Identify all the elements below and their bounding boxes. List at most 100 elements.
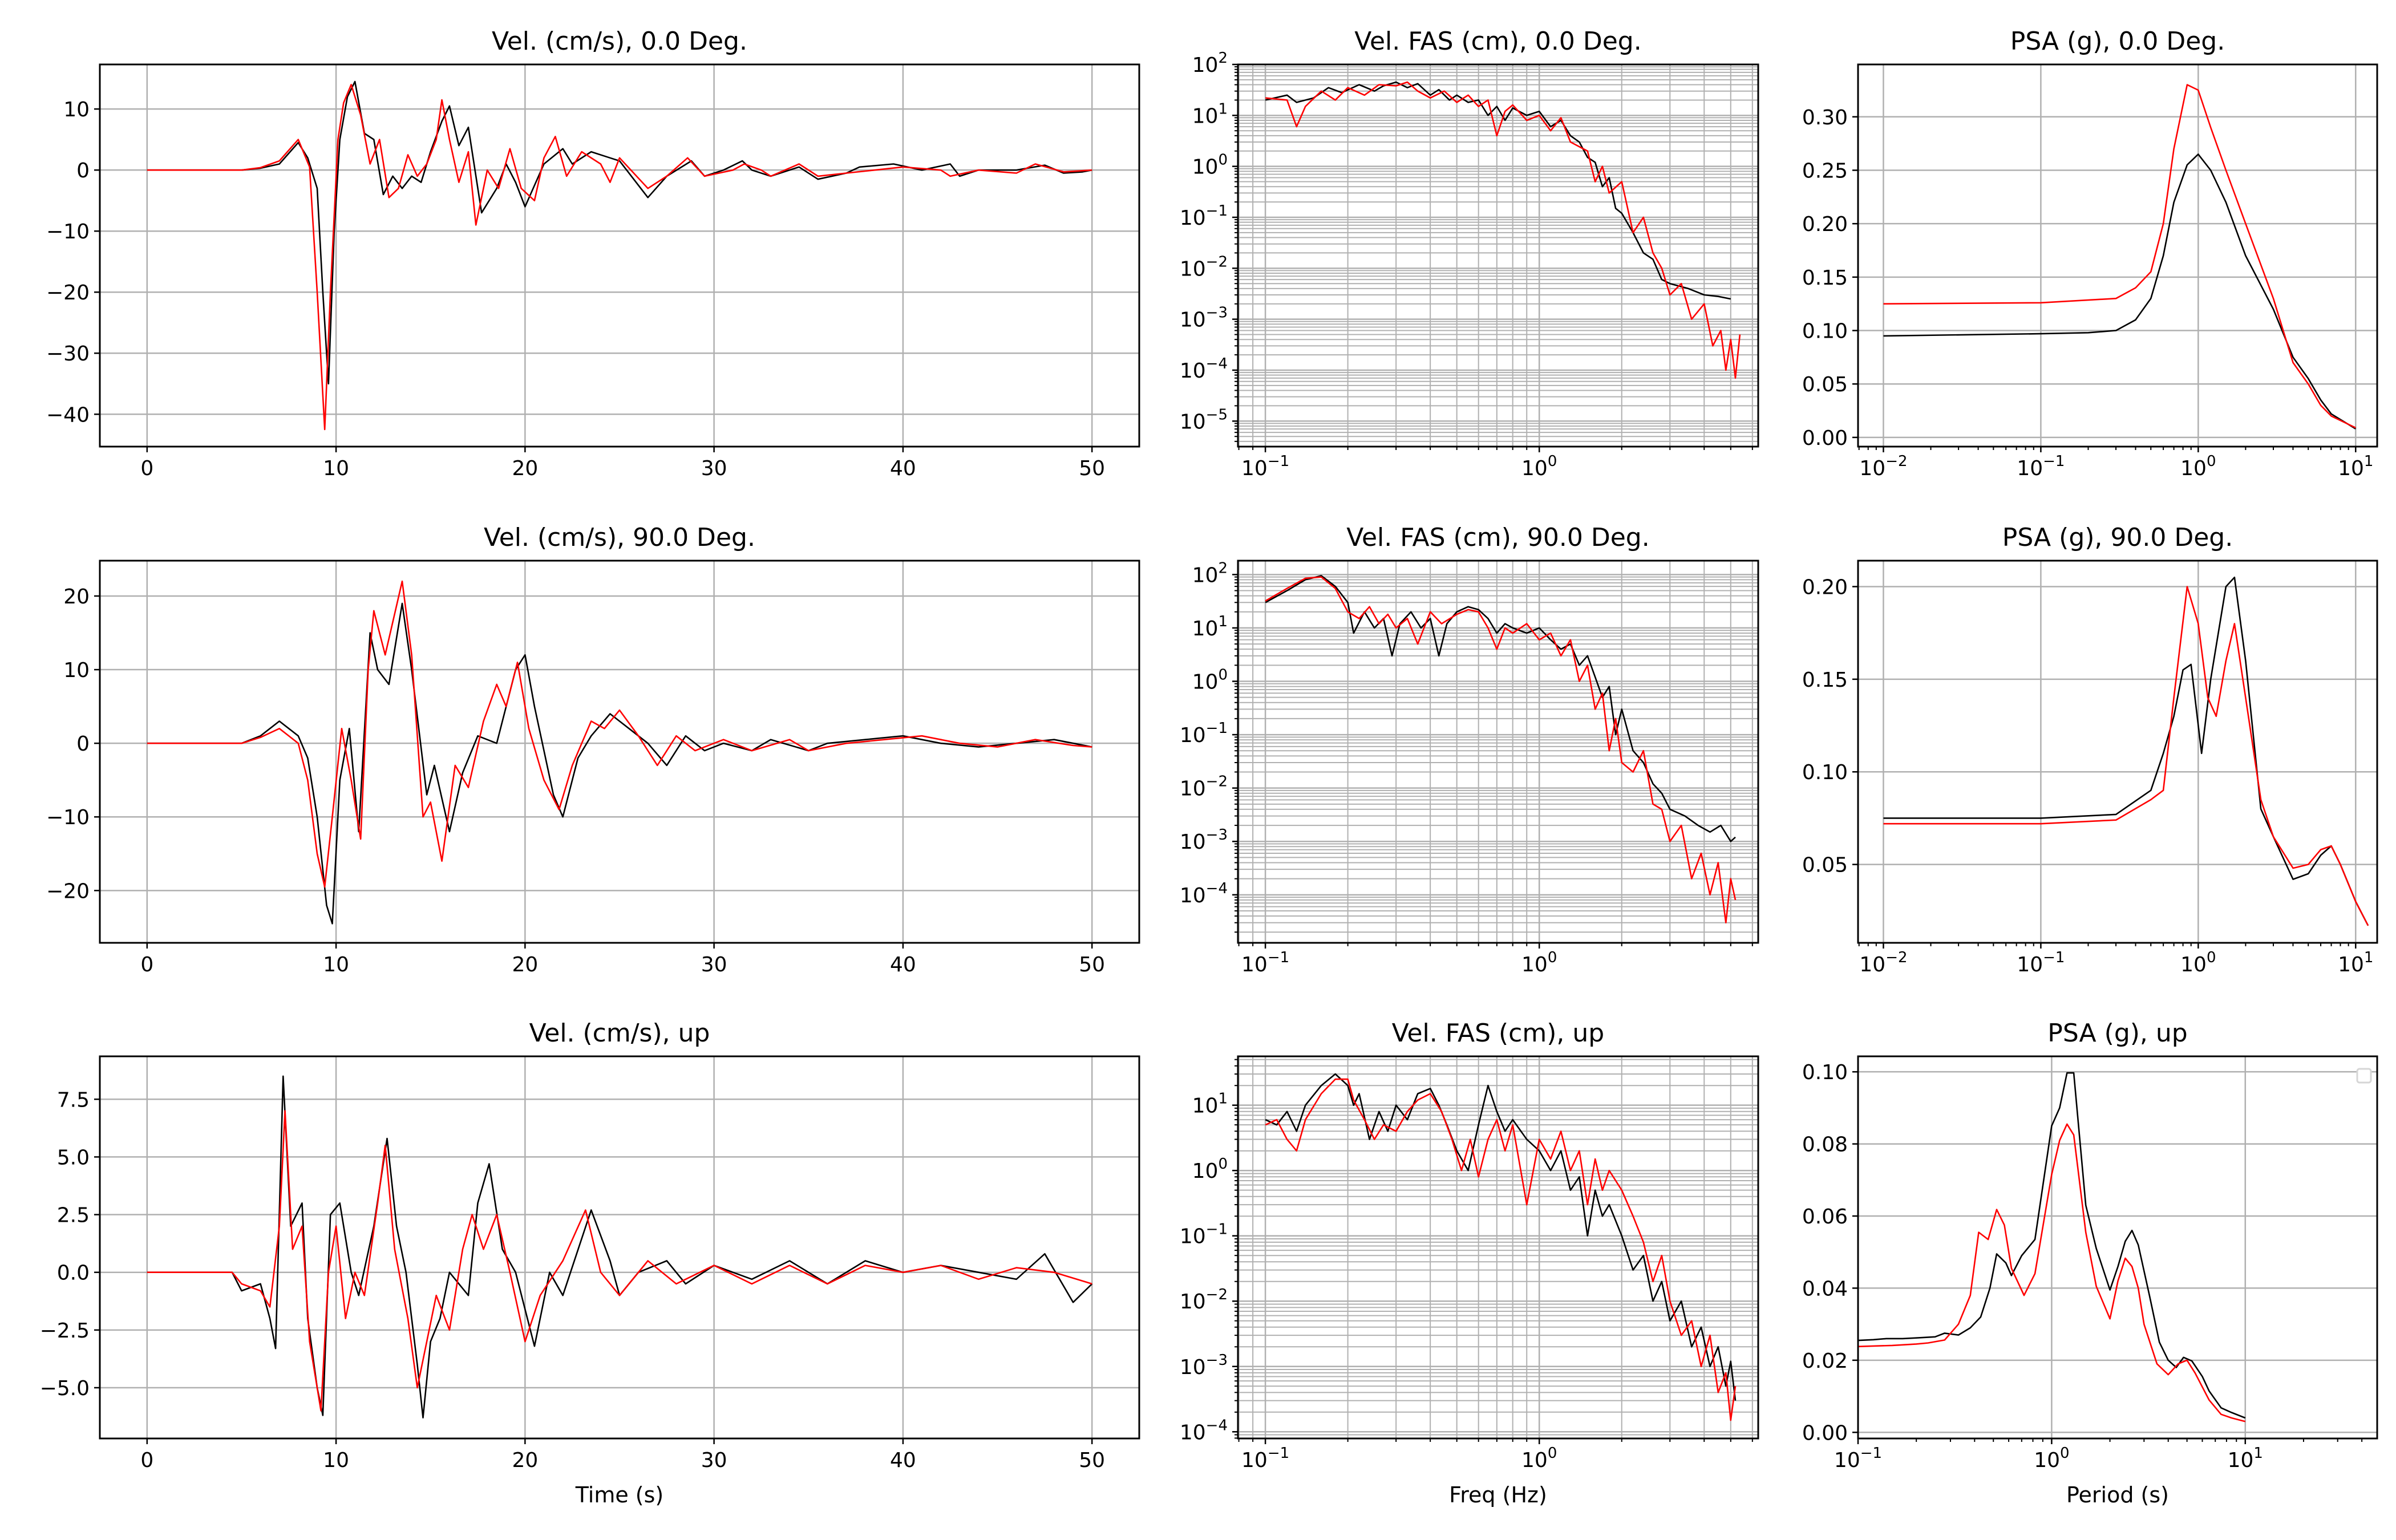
x-tick-label: 100 <box>1521 453 1557 480</box>
series-line-red <box>1858 1123 2246 1423</box>
x-tick-label: 101 <box>2338 949 2373 976</box>
y-tick-label: −2.5 <box>40 1319 90 1343</box>
series-line-red <box>147 84 1092 431</box>
y-tick-label: 2.5 <box>57 1204 90 1227</box>
x-tick-label: 100 <box>2034 1445 2069 1472</box>
y-tick-label: −10 <box>46 220 90 244</box>
series-line-red <box>1883 586 2369 926</box>
x-tick-label: 100 <box>2180 453 2216 480</box>
x-tick-label: 20 <box>512 953 538 976</box>
y-tick-label: 10−3 <box>1180 305 1228 332</box>
axes-frame <box>1237 560 1759 944</box>
subplot-title: PSA (g), 0.0 Deg. <box>2010 27 2225 56</box>
subplot-8: 10−1 100 10−4 10−3 10−2 10−1 100 101 Vel. FAS (c… <box>1180 1019 1759 1507</box>
y-tick-label: 0.00 <box>1802 1421 1848 1445</box>
y-tick-label: 0.05 <box>1802 854 1848 877</box>
subplot-title: PSA (g), up <box>2047 1019 2187 1048</box>
subplot-1: 0 10 20 30 40 50 −40 −30 −20 −10 0 10 Vel. (cm/s), 0… <box>46 27 1140 480</box>
y-tick-label: 100 <box>1192 1156 1228 1183</box>
axes-frame <box>1857 63 2378 448</box>
x-tick-label: 10−2 <box>1859 949 1907 976</box>
y-tick-label: 0.02 <box>1802 1349 1848 1373</box>
y-tick-label: 10−1 <box>1180 1221 1228 1249</box>
y-tick-label: 10 <box>63 98 90 121</box>
y-tick-label: 0.10 <box>1802 1061 1848 1084</box>
x-tick-label: 20 <box>512 457 538 480</box>
x-tick-label: 30 <box>701 1449 727 1472</box>
series-line-red <box>147 1110 1092 1412</box>
subplot-7: 0 10 20 30 40 50 −5.0 −2.5 0.0 2.5 5.0 7.5 Vel. (cm/… <box>40 1019 1140 1507</box>
axes-frame <box>99 560 1140 944</box>
y-tick-label: 101 <box>1192 100 1228 128</box>
x-tick-label: 101 <box>2228 1445 2263 1472</box>
y-tick-label: 0.15 <box>1802 668 1848 692</box>
axes-frame <box>1857 1055 2378 1440</box>
x-tick-label: 40 <box>890 1449 916 1472</box>
x-axis-label: Time (s) <box>575 1482 664 1507</box>
x-tick-label: 101 <box>2338 453 2373 480</box>
series-line-red <box>1265 576 1737 923</box>
series-line-red <box>147 580 1092 888</box>
y-tick-label: 10−4 <box>1180 355 1228 383</box>
y-tick-label: −20 <box>46 281 90 305</box>
y-tick-label: 10−4 <box>1180 1417 1228 1444</box>
y-tick-label: 10−2 <box>1180 1286 1228 1314</box>
subplot-title: PSA (g), 90.0 Deg. <box>2002 523 2233 552</box>
x-tick-label: 10−1 <box>2017 949 2065 976</box>
x-tick-label: 10 <box>323 1449 349 1472</box>
y-tick-label: 0.25 <box>1802 159 1848 183</box>
axes-frame <box>99 63 1140 448</box>
empty-legend-box <box>2356 1068 2372 1084</box>
x-tick-label: 0 <box>140 953 153 976</box>
x-tick-label: 10−1 <box>1241 1445 1289 1472</box>
series-line-black <box>1265 575 1736 842</box>
series-line-black <box>147 80 1092 385</box>
y-tick-label: 0.20 <box>1802 576 1848 599</box>
y-tick-label: 0.30 <box>1802 106 1848 129</box>
y-tick-label: 0.10 <box>1802 761 1848 784</box>
y-tick-label: 102 <box>1192 560 1228 587</box>
x-tick-label: 20 <box>512 1449 538 1472</box>
x-tick-label: 30 <box>701 953 727 976</box>
x-tick-label: 40 <box>890 953 916 976</box>
y-tick-label: 102 <box>1192 50 1228 77</box>
y-tick-label: 101 <box>1192 1091 1228 1118</box>
y-tick-label: 0 <box>76 159 90 183</box>
series-line-red <box>1883 84 2356 429</box>
subplot-title: Vel. FAS (cm), 90.0 Deg. <box>1346 523 1649 552</box>
y-tick-label: 10−4 <box>1180 880 1228 907</box>
series-line-black <box>1858 1072 2246 1419</box>
x-tick-label: 50 <box>1079 457 1105 480</box>
x-tick-label: 100 <box>1521 949 1557 976</box>
subplot-title: Vel. (cm/s), 90.0 Deg. <box>484 523 755 552</box>
x-axis-label: Period (s) <box>2066 1482 2169 1507</box>
y-tick-label: −20 <box>46 880 90 903</box>
y-tick-label: 100 <box>1192 666 1228 694</box>
series-line-black <box>147 1075 1093 1419</box>
subplot-title: Vel. (cm/s), up <box>529 1019 710 1048</box>
x-axis-label: Freq (Hz) <box>1449 1482 1547 1507</box>
y-tick-label: 0.08 <box>1802 1133 1848 1157</box>
axes-frame <box>1857 560 2378 944</box>
axes-frame <box>1237 63 1759 448</box>
y-tick-label: 7.5 <box>57 1088 90 1112</box>
series-line-black <box>1883 153 2356 430</box>
y-tick-label: 0.15 <box>1802 266 1848 290</box>
series-line-red <box>1265 1078 1737 1421</box>
y-tick-label: 0.0 <box>57 1262 90 1285</box>
series-line-red <box>1265 81 1741 379</box>
y-tick-label: −5.0 <box>40 1377 90 1400</box>
y-tick-label: 5.0 <box>57 1146 90 1169</box>
series-line-black <box>1265 1073 1737 1401</box>
subplot-4: 0 10 20 30 40 50 −20 −10 0 10 20 Vel. (cm/s), 90.0 … <box>46 523 1140 976</box>
x-tick-label: 0 <box>140 457 153 480</box>
x-tick-label: 0 <box>140 1449 153 1472</box>
y-tick-label: 0.10 <box>1802 320 1848 343</box>
y-tick-label: 0.04 <box>1802 1277 1848 1300</box>
y-tick-label: 100 <box>1192 152 1228 179</box>
series-line-black <box>1265 81 1731 300</box>
subplot-3: 10−2 10−1 100 101 0.00 0.05 0.10 0.15 0.20 0.25 0.… <box>1802 27 2378 480</box>
x-tick-label: 10−2 <box>1859 453 1907 480</box>
x-tick-label: 50 <box>1079 953 1105 976</box>
y-tick-label: 0.05 <box>1802 373 1848 396</box>
